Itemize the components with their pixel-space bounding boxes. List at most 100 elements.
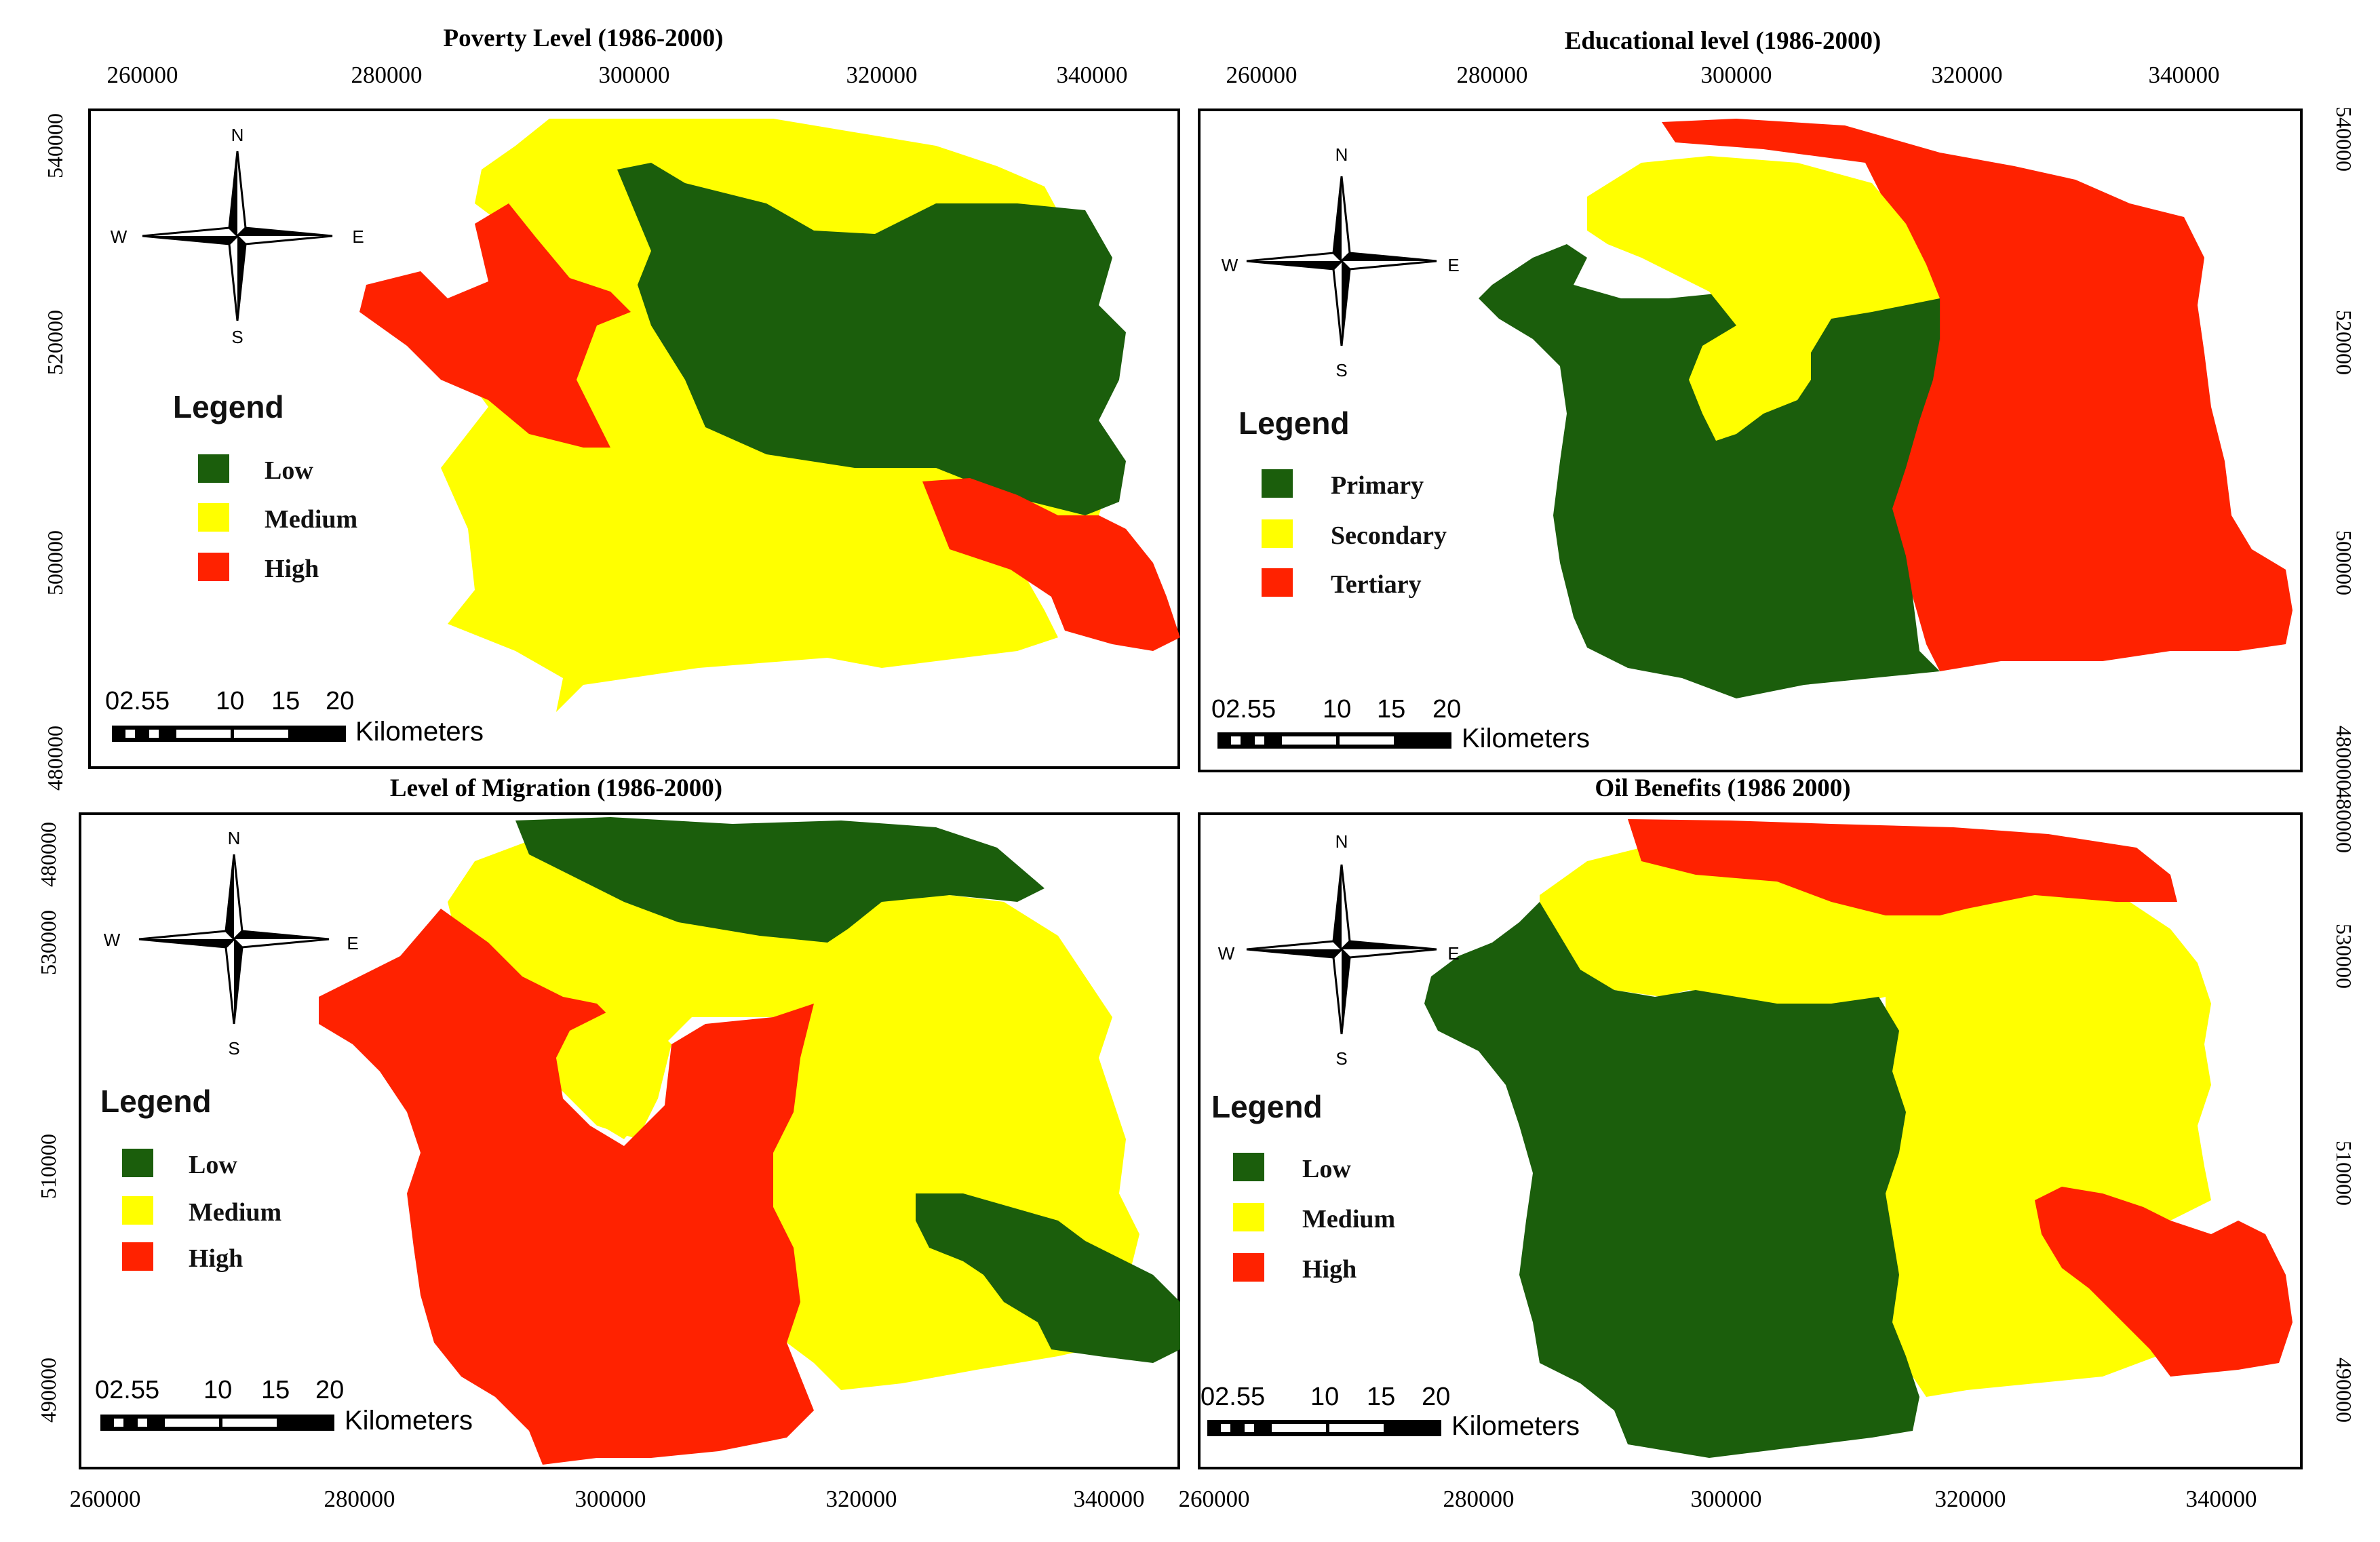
scale-number: 15	[1377, 695, 1405, 724]
y-tick: 540000	[43, 113, 67, 178]
legend-swatch	[198, 503, 229, 532]
x-tick: 280000	[324, 1486, 395, 1512]
scale-number: 20	[315, 1376, 344, 1404]
y-tick: 520000	[2332, 310, 2356, 375]
compass-west-label: W	[1218, 943, 1235, 964]
legend-swatch	[1233, 1203, 1264, 1231]
x-tick: 260000	[107, 62, 178, 88]
scale-number: 02.55	[1211, 695, 1276, 724]
north-arrow: N S W E	[1218, 831, 1460, 1069]
compass-west-label: W	[104, 930, 121, 950]
x-tick: 280000	[1457, 62, 1528, 88]
scale-number: 02.55	[95, 1376, 159, 1404]
y-tick: 500000	[43, 530, 67, 595]
compass-south-label: S	[1335, 360, 1347, 380]
x-tick: 340000	[2186, 1486, 2257, 1512]
y-tick: 530000	[36, 910, 60, 975]
compass-east-label: E	[347, 933, 358, 953]
y-tick: 510000	[2332, 1141, 2356, 1206]
legend-swatch	[122, 1242, 153, 1271]
legend-swatch	[122, 1149, 153, 1177]
legend-swatch	[198, 454, 229, 483]
region-low	[916, 1193, 1180, 1363]
region-high	[359, 203, 631, 448]
scale-unit: Kilometers	[1451, 1411, 1580, 1441]
x-axis-top: 260000 280000 300000 320000 340000	[1226, 62, 2220, 88]
legend-label: Tertiary	[1331, 570, 1422, 599]
compass-east-label: E	[1447, 943, 1459, 964]
scale-bar: 02.55 10 15 20 Kilometers	[95, 1376, 473, 1436]
x-tick: 260000	[1226, 62, 1298, 88]
compass-east-label: E	[1447, 255, 1459, 275]
y-axis-left: 480000 530000 510000 490000	[36, 822, 60, 1423]
legend: Legend Low Medium High	[173, 389, 357, 583]
legend: Legend Low Medium High	[1211, 1089, 1395, 1284]
x-tick: 320000	[826, 1486, 897, 1512]
legend-label: High	[189, 1244, 243, 1273]
compass-south-label: S	[231, 327, 243, 347]
x-tick: 340000	[1057, 62, 1128, 88]
legend-title: Legend	[100, 1084, 212, 1119]
scale-number: 02.55	[1201, 1383, 1265, 1411]
y-axis-right: 480000 530000 510000 490000	[2332, 788, 2356, 1423]
region-high	[1628, 819, 2177, 915]
y-tick: 480000	[2332, 788, 2356, 853]
x-tick: 300000	[1691, 1486, 1762, 1512]
region-low	[617, 163, 1126, 515]
y-axis-left: 540000 520000 500000 480000	[43, 113, 67, 791]
legend-swatch	[1262, 519, 1293, 548]
legend-title: Legend	[1238, 406, 1350, 441]
north-arrow: N S W E	[104, 828, 359, 1059]
x-tick: 280000	[351, 62, 423, 88]
x-axis-top: 260000 280000 300000 320000 340000	[107, 62, 1128, 88]
y-tick: 540000	[2332, 106, 2356, 172]
y-tick: 480000	[43, 726, 67, 791]
north-arrow: N S W E	[1222, 144, 1460, 380]
legend: Legend Low Medium High	[100, 1084, 281, 1273]
scale-bar: 02.55 10 15 20 Kilometers	[1201, 1383, 1580, 1441]
x-tick: 260000	[1179, 1486, 1250, 1512]
legend-label: Primary	[1331, 471, 1424, 500]
region-high	[1662, 119, 2293, 671]
north-arrow: N S W E	[111, 125, 364, 347]
x-tick: 260000	[70, 1486, 141, 1512]
legend-label: Medium	[1302, 1205, 1395, 1233]
scale-number: 15	[261, 1376, 290, 1404]
compass-north-label: N	[231, 125, 244, 145]
choropleth-regions	[319, 817, 1180, 1465]
scale-number: 10	[216, 687, 244, 715]
legend-label: Secondary	[1331, 521, 1447, 550]
legend-label: Low	[1302, 1155, 1351, 1183]
scale-number: 15	[1367, 1383, 1395, 1411]
scale-bar: 02.55 10 15 20 Kilometers	[105, 687, 484, 747]
x-tick: 320000	[846, 62, 918, 88]
region-high	[922, 478, 1180, 651]
panel-education: Educational level (1986-2000) 260000 280…	[1198, 27, 2356, 791]
panel-title: Educational level (1986-2000)	[1565, 27, 1881, 55]
panel-title: Level of Migration (1986-2000)	[390, 774, 722, 802]
region-low	[1479, 244, 1940, 698]
scale-number: 20	[326, 687, 354, 715]
choropleth-regions	[359, 119, 1180, 712]
x-tick: 340000	[2149, 62, 2220, 88]
x-tick: 320000	[1935, 1486, 2006, 1512]
y-tick: 490000	[2332, 1358, 2356, 1423]
legend-swatch	[1233, 1253, 1264, 1282]
scale-number: 10	[1310, 1383, 1339, 1411]
compass-west-label: W	[111, 226, 128, 247]
region-high	[319, 909, 814, 1465]
y-tick: 520000	[43, 310, 67, 375]
y-tick: 510000	[36, 1134, 60, 1199]
panel-title: Poverty Level (1986-2000)	[443, 24, 723, 52]
scale-unit: Kilometers	[345, 1406, 473, 1436]
x-tick: 340000	[1074, 1486, 1145, 1512]
legend-swatch	[1233, 1153, 1264, 1181]
x-tick: 280000	[1443, 1486, 1515, 1512]
scale-number: 15	[271, 687, 300, 715]
scale-number: 20	[1432, 695, 1461, 724]
legend-swatch	[122, 1196, 153, 1225]
region-low	[515, 817, 1045, 943]
region-high	[2035, 1187, 2293, 1377]
x-tick: 300000	[575, 1486, 646, 1512]
